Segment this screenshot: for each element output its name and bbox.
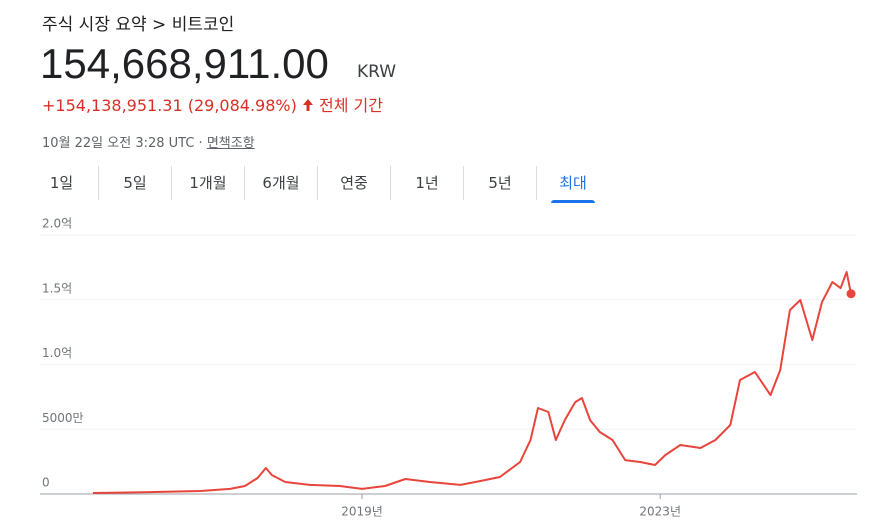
- range-tab[interactable]: 1개월: [171, 166, 244, 200]
- range-tabs: 1일 5일 1개월 6개월 연중 1년 5년 최대: [25, 166, 609, 203]
- disclaimer-link[interactable]: 면책조항: [206, 136, 255, 151]
- y-tick-label: 2.0억: [42, 217, 72, 231]
- currency: KRW: [357, 62, 397, 82]
- change-value: +154,138,951.31 (29,084.98%): [42, 96, 297, 115]
- range-tab[interactable]: 6개월: [244, 166, 317, 200]
- x-tick-label: 2019년: [341, 505, 383, 519]
- last-point: [846, 289, 856, 299]
- price-line: [92, 271, 852, 494]
- up-arrow: [302, 99, 313, 111]
- range-tab[interactable]: 5년: [463, 166, 536, 200]
- range-tab[interactable]: 1일: [49, 174, 74, 192]
- range-tab[interactable]: 연중: [317, 166, 390, 200]
- period: 전체 기간: [319, 96, 383, 115]
- range-tab[interactable]: 1년: [390, 166, 463, 200]
- breadcrumb[interactable]: 주식 시장 요약 > 비트코인: [42, 15, 235, 35]
- change: +154,138,951.31 (29,084.98%) 전체 기간: [42, 92, 383, 116]
- x-tick-label: 2023년: [639, 505, 681, 519]
- timestamp: 10월 22일 오전 3:28 UTC ·: [42, 136, 203, 151]
- price: 154,668,911.00: [40, 40, 329, 87]
- timestamp-row: 10월 22일 오전 3:28 UTC · 면책조항: [42, 132, 255, 151]
- y-tick-label: 1.0억: [42, 346, 72, 360]
- y-tick-label: 5000만: [42, 411, 84, 425]
- range-tab[interactable]: 최대: [536, 166, 609, 203]
- y-tick-label: 0: [42, 476, 50, 490]
- range-tab[interactable]: 5일: [98, 166, 171, 200]
- y-tick-label: 1.5억: [42, 281, 72, 295]
